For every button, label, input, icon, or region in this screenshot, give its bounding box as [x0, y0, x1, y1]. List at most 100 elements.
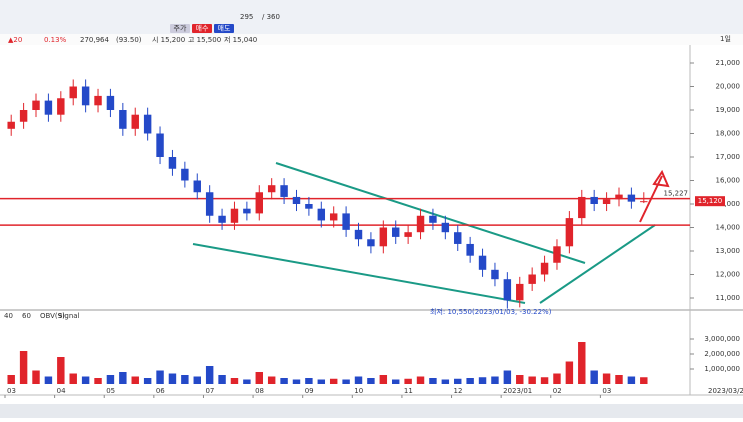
volume-bar — [156, 370, 164, 384]
y-tick-label: 12,000 — [716, 271, 741, 279]
volume-bar — [57, 357, 65, 384]
volume-bar — [143, 378, 152, 384]
volume-bar — [131, 376, 139, 384]
button-label[interactable]: 매수 — [196, 25, 209, 33]
trend-line — [275, 162, 586, 264]
candle-body — [379, 227, 388, 247]
last-price-label: 15,120 — [698, 197, 723, 205]
candle-body — [156, 133, 164, 157]
candle-body — [44, 100, 53, 115]
candle-body — [342, 213, 350, 230]
volume-legend: 60 — [22, 312, 31, 320]
volume-bar — [267, 376, 276, 384]
info-item: ▲20 — [8, 36, 22, 44]
volume-bar — [168, 373, 177, 384]
candle-body — [590, 196, 598, 204]
volume-bar — [528, 376, 536, 384]
candle-body — [578, 196, 586, 219]
volume-legend: Signal — [58, 312, 80, 320]
volume-bar — [317, 379, 326, 384]
info-item: 고 15,500 — [188, 36, 221, 44]
x-tick-label: 08 — [255, 387, 264, 395]
volume-bar — [106, 375, 115, 384]
candle-body — [131, 114, 139, 129]
volume-bar — [367, 378, 375, 384]
candle-body — [317, 208, 326, 221]
candle-body — [205, 192, 214, 216]
candle-body — [454, 232, 462, 244]
candle-body — [392, 227, 400, 237]
v-tick-label: 1,000,000 — [704, 365, 740, 373]
x-tick-label: 06 — [156, 387, 165, 395]
volume-bar — [7, 375, 15, 384]
volume-bar — [193, 376, 201, 384]
v-tick-label: 3,000,000 — [704, 335, 740, 343]
volume-bar — [218, 375, 226, 384]
candle-body — [305, 204, 313, 209]
info-item: (93.50) — [116, 36, 142, 44]
volume-bar — [503, 370, 512, 384]
volume-bar — [516, 375, 524, 384]
candle-body — [478, 255, 487, 270]
volume-bar — [441, 379, 450, 384]
volume-bar — [615, 375, 623, 384]
period-current: 295 — [240, 13, 253, 21]
button[interactable] — [192, 24, 212, 33]
button[interactable] — [214, 24, 234, 33]
x-tick-label: 04 — [57, 387, 66, 395]
volume-bar — [429, 378, 437, 384]
button-label[interactable]: 매도 — [218, 25, 231, 33]
candle-body — [255, 192, 263, 214]
candle-body — [565, 218, 574, 247]
candle-body — [516, 283, 524, 301]
candle-body — [143, 114, 152, 134]
x-tick-label: 2023/01 — [503, 387, 532, 395]
candle-body — [243, 208, 251, 214]
candle-body — [553, 246, 561, 263]
volume-bar — [491, 376, 499, 384]
volume-bar — [540, 377, 549, 384]
volume-bar — [454, 378, 462, 384]
candle-body — [280, 185, 288, 197]
volume-bar — [392, 379, 400, 384]
x-tick-label: 03 — [602, 387, 611, 395]
volume-bar — [379, 375, 388, 384]
period-total: / 360 — [262, 13, 280, 21]
info-item: 시 15,200 — [152, 36, 185, 44]
candle-body — [429, 215, 437, 223]
volume-bar — [94, 378, 102, 384]
candle-body — [329, 213, 338, 221]
x-tick-label: 10 — [354, 387, 363, 395]
candle-body — [81, 86, 90, 106]
info-item: 0.13% — [44, 36, 67, 44]
button-label[interactable]: 주가 — [174, 24, 187, 33]
end-date: 2023/03/28 — [708, 387, 743, 395]
info-item: 270,964 — [80, 36, 109, 44]
candle-body — [367, 239, 375, 247]
volume-bar — [342, 379, 350, 384]
last-price-tag — [695, 196, 725, 207]
volume-bar — [119, 372, 127, 384]
volume-bar — [627, 376, 636, 384]
x-tick-label: 11 — [404, 387, 413, 395]
volume-bar — [243, 379, 251, 384]
candle-body — [119, 110, 127, 129]
volume-bar — [280, 378, 288, 384]
volume-bar — [578, 342, 586, 384]
volume-bar — [354, 376, 363, 384]
x-tick-label: 12 — [454, 387, 463, 395]
candle-body — [168, 157, 177, 169]
candle-body — [32, 100, 40, 110]
resistance-label: 15,227 — [664, 190, 689, 198]
x-tick-label: 05 — [106, 387, 115, 395]
volume-bar — [255, 372, 263, 384]
volume-bar — [19, 351, 28, 384]
volume-bar — [205, 366, 214, 384]
button[interactable] — [170, 24, 190, 33]
volume-bar — [292, 379, 301, 384]
x-tick-label: 03 — [7, 387, 16, 395]
volume-legend: 40 — [4, 312, 13, 320]
candle-body — [466, 243, 474, 256]
y-tick-label: 14,000 — [716, 224, 741, 232]
